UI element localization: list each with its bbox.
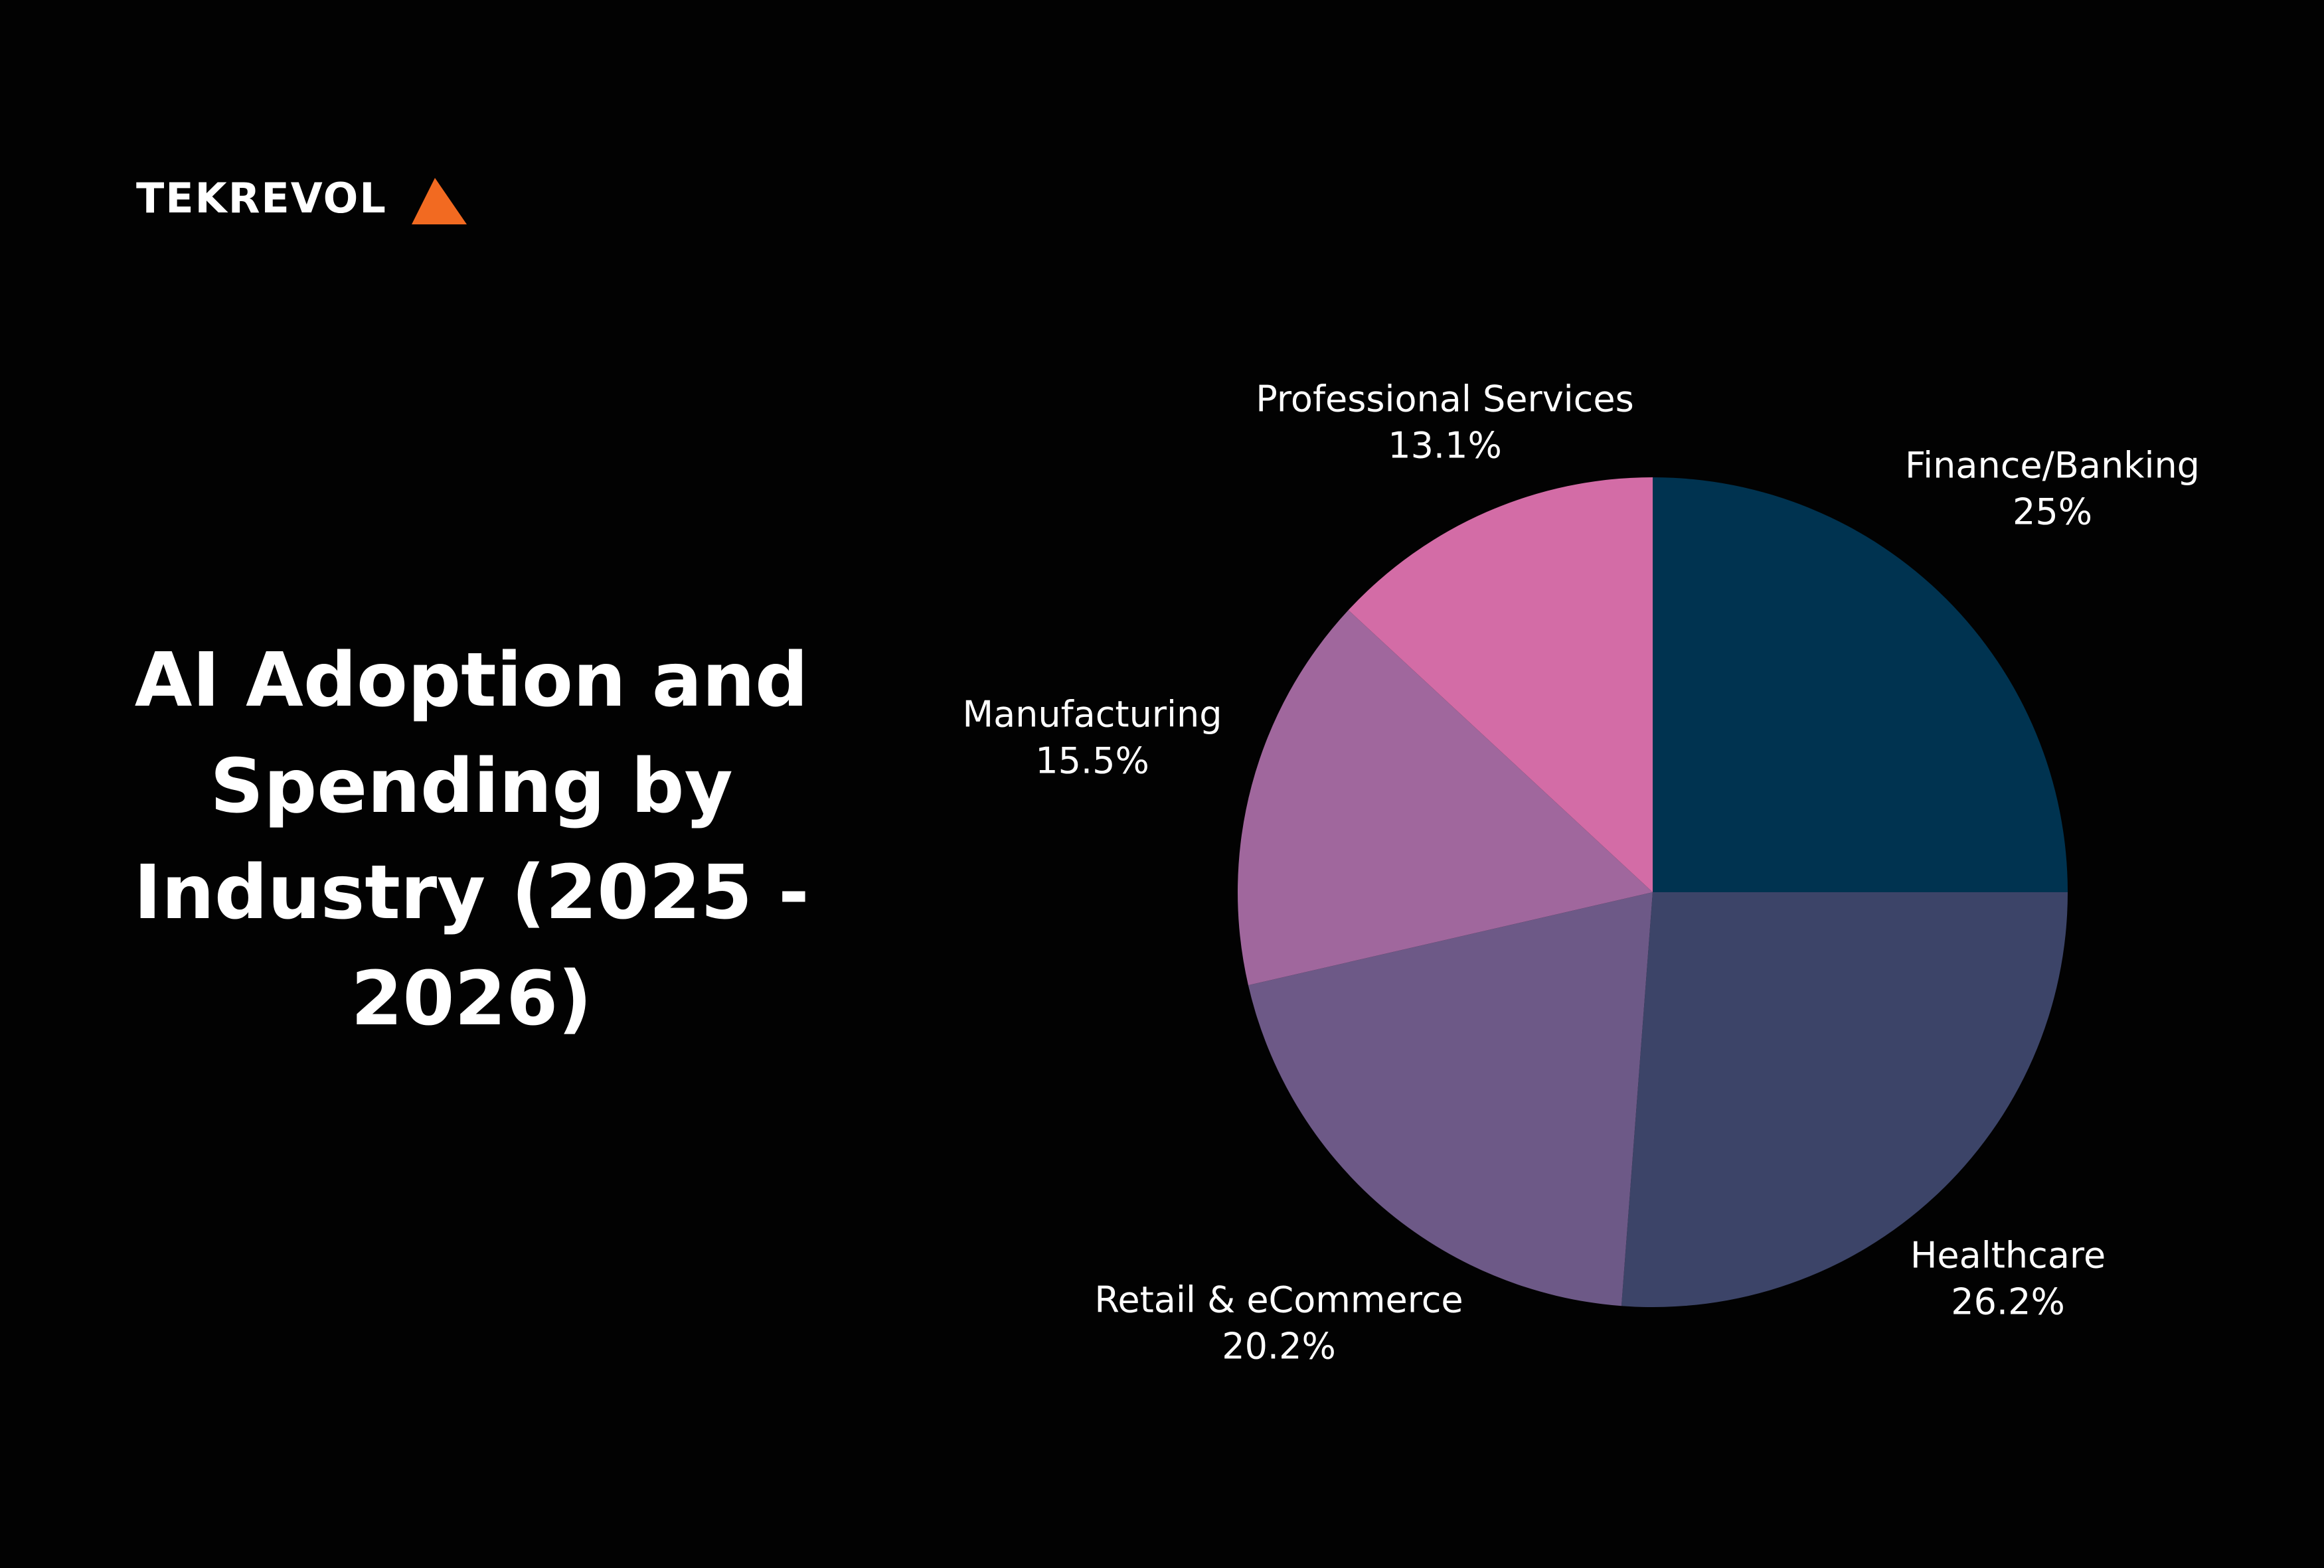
value-label: 15.5% bbox=[1035, 740, 1149, 782]
slice-label: Manufacturing bbox=[962, 694, 1222, 736]
value-label: 25% bbox=[2013, 491, 2092, 533]
slice-label: Finance/Banking bbox=[1905, 445, 2200, 487]
value-label: 13.1% bbox=[1388, 425, 1502, 467]
slice-label: Healthcare bbox=[1910, 1235, 2106, 1277]
value-label: 20.2% bbox=[1222, 1326, 1336, 1368]
pie-slice bbox=[1621, 892, 2068, 1308]
chart-title: AI Adoption and Spending by Industry (20… bbox=[133, 637, 809, 1042]
logo-text: TEKREVOL bbox=[136, 174, 387, 222]
pie-slice bbox=[1248, 892, 1653, 1306]
value-label: 26.2% bbox=[1951, 1281, 2065, 1323]
logo-icon bbox=[412, 178, 467, 224]
pie-slice bbox=[1238, 610, 1653, 986]
pie-slice bbox=[1653, 477, 2068, 892]
pie-slice bbox=[1348, 477, 1653, 892]
slice-label: Professional Services bbox=[1256, 378, 1633, 420]
slice-label: Retail & eCommerce bbox=[1094, 1279, 1463, 1321]
